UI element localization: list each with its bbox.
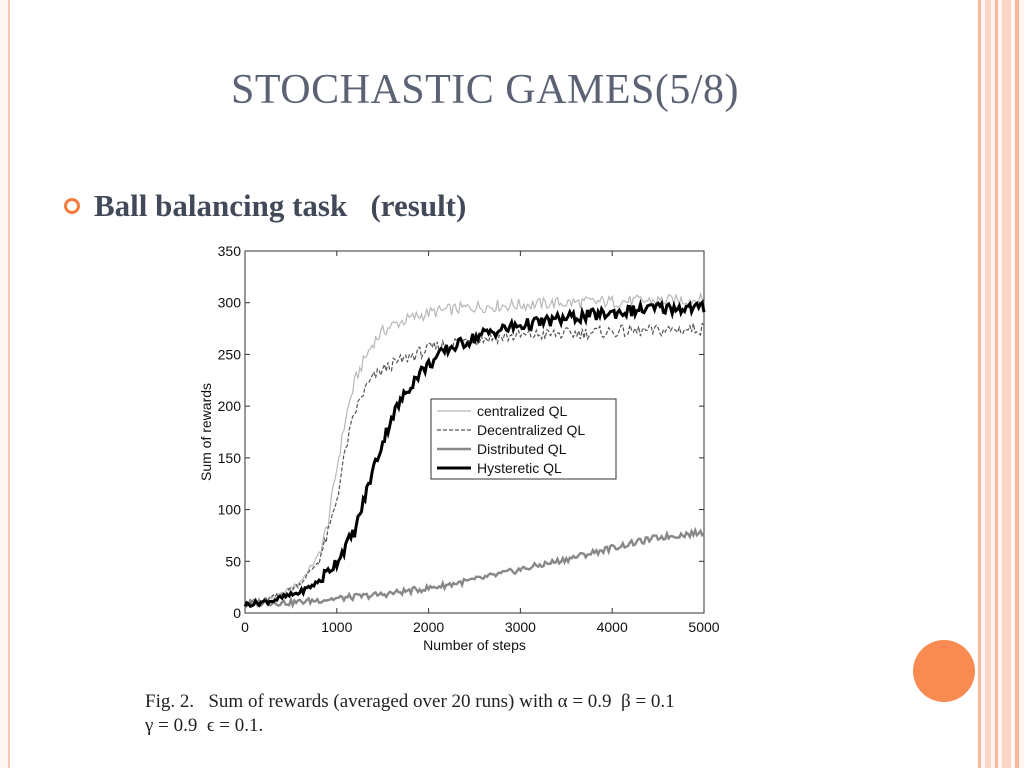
x-tick-label: 4000 bbox=[597, 619, 628, 635]
y-tick-label: 250 bbox=[218, 346, 242, 362]
y-tick-label: 150 bbox=[218, 450, 242, 466]
legend-label: Distributed QL bbox=[477, 441, 567, 457]
bullet-item: Ball balancing task (result) bbox=[64, 188, 466, 224]
y-tick-label: 0 bbox=[233, 605, 241, 621]
series-line-centralized-ql bbox=[244, 291, 705, 607]
bullet-text: Ball balancing task (result) bbox=[94, 188, 467, 223]
decorative-circle bbox=[913, 640, 975, 702]
caption-line-1: Fig. 2. Sum of rewards (averaged over 20… bbox=[145, 691, 675, 712]
series-line-hysteretic-ql bbox=[243, 298, 706, 609]
series-line-decentralized-ql bbox=[244, 322, 705, 608]
bullet-circle-icon bbox=[64, 198, 80, 214]
x-axis-label: Number of steps bbox=[423, 637, 526, 653]
y-tick-label: 50 bbox=[225, 553, 241, 569]
y-tick-label: 200 bbox=[218, 398, 242, 414]
y-axis-label: Sum of rewards bbox=[198, 383, 214, 481]
chart-container: 0 50 100 150 200 250 300 350 0 1000 2000 3000 4000 50… bbox=[188, 238, 748, 660]
x-tick-label: 1000 bbox=[321, 619, 352, 635]
figure-caption: Fig. 2. Sum of rewards (averaged over 20… bbox=[145, 690, 805, 738]
y-tick-label: 300 bbox=[218, 295, 242, 311]
slide-title: STOCHASTIC GAMES(5/8) bbox=[231, 67, 739, 113]
stripe bbox=[995, 0, 998, 768]
caption-line-2: γ = 0.9 ϵ = 0.1. bbox=[145, 715, 264, 736]
legend-label: centralized QL bbox=[477, 403, 567, 419]
legend-label: Hysteretic QL bbox=[477, 460, 562, 476]
stripe bbox=[1002, 0, 1011, 768]
legend-box bbox=[430, 398, 617, 480]
x-tick-label: 3000 bbox=[505, 619, 536, 635]
stripe bbox=[1015, 0, 1019, 768]
legend-label: Decentralized QL bbox=[477, 422, 585, 438]
decorative-stripes bbox=[978, 0, 1024, 768]
y-tick-label: 350 bbox=[218, 243, 242, 259]
series-line-distributed-ql bbox=[244, 526, 705, 609]
y-tick-label: 100 bbox=[218, 502, 242, 518]
line-chart: 0 50 100 150 200 250 300 350 0 1000 2000 3000 4000 50… bbox=[198, 243, 720, 653]
stripe bbox=[978, 0, 981, 768]
stripe bbox=[985, 0, 991, 768]
x-tick-label: 0 bbox=[241, 619, 249, 635]
x-tick-label: 5000 bbox=[688, 619, 719, 635]
x-tick-label: 2000 bbox=[413, 619, 444, 635]
